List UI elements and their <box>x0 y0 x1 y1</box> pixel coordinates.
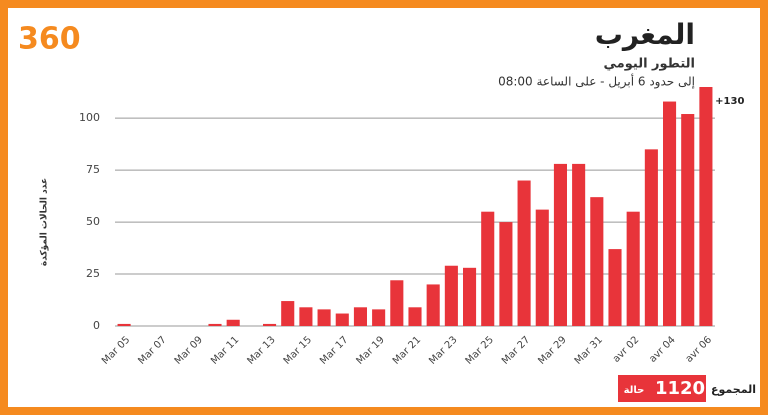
background <box>8 8 760 407</box>
total-box <box>618 375 706 402</box>
bar <box>590 197 604 326</box>
bar <box>481 211 495 326</box>
bar <box>444 265 458 326</box>
bar <box>553 163 567 326</box>
y-tick-label: 100 <box>79 111 100 124</box>
y-tick-label: 75 <box>86 163 100 176</box>
bar <box>626 211 640 326</box>
bar <box>390 280 404 326</box>
bar <box>681 114 695 326</box>
bar <box>426 284 440 326</box>
subtitle: التطور اليومي <box>604 57 695 72</box>
bar <box>499 222 513 326</box>
bar <box>463 267 477 326</box>
value-label: +130 <box>715 96 744 107</box>
logo: 360 <box>18 22 81 57</box>
y-axis-label: عدد الحالات المؤكدة <box>40 178 50 266</box>
bar <box>535 209 549 326</box>
bar <box>208 323 222 326</box>
note: إلى حدود 6 أبريل - على الساعة 08:00 <box>498 74 695 90</box>
bar <box>608 249 622 326</box>
bar <box>572 163 586 326</box>
bar <box>117 323 131 326</box>
y-tick-label: 50 <box>86 215 100 228</box>
bar <box>263 323 277 326</box>
total-unit: حالة <box>624 385 645 396</box>
bar <box>644 149 658 326</box>
chart-title: المغرب <box>595 18 695 51</box>
bar <box>408 307 422 326</box>
plot <box>117 87 713 327</box>
bar <box>517 180 531 326</box>
bar <box>699 87 713 327</box>
bar <box>663 101 677 327</box>
bar <box>353 307 367 326</box>
y-tick-label: 25 <box>86 267 100 280</box>
bar <box>299 307 313 326</box>
y-tick-label: 0 <box>93 319 100 332</box>
total-label: المجموع <box>711 383 756 396</box>
bar <box>317 309 331 326</box>
bar <box>372 309 386 326</box>
bar <box>226 319 240 326</box>
total-value: 1120 <box>655 378 705 399</box>
bar <box>281 301 295 326</box>
bar <box>335 313 349 326</box>
